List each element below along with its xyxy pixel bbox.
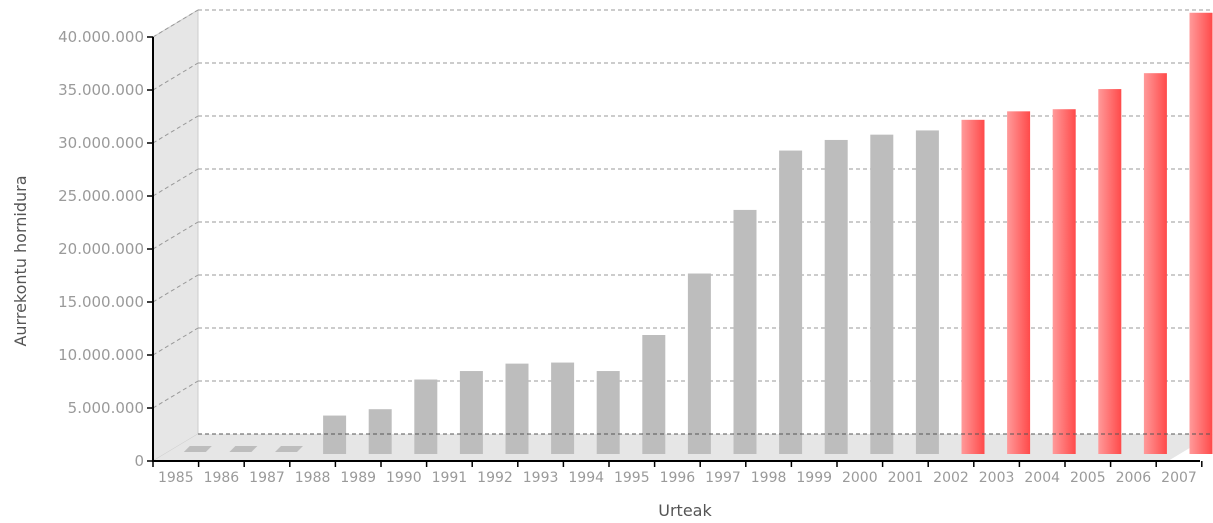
y-tick-label: 10.000.000 xyxy=(58,346,144,364)
bar xyxy=(368,409,392,454)
bar xyxy=(961,119,985,454)
x-tick-label: 2006 xyxy=(1116,470,1152,486)
bar xyxy=(1143,73,1167,455)
x-tick-label: 2000 xyxy=(842,470,878,486)
bar xyxy=(1098,89,1122,454)
x-tick-label: 2002 xyxy=(933,470,969,486)
bar xyxy=(733,209,757,454)
gridline-diagonal xyxy=(152,62,199,91)
y-tick-label: 5.000.000 xyxy=(68,399,144,417)
x-tick-label: 1987 xyxy=(249,470,285,486)
y-tick-label: 40.000.000 xyxy=(58,28,144,46)
y-axis-title: Aurrekontu hornidura xyxy=(11,175,30,346)
x-tick-label: 1992 xyxy=(477,470,513,486)
x-tick-label: 2004 xyxy=(1024,470,1060,486)
gridline-diagonal xyxy=(152,327,199,356)
bars-group xyxy=(183,12,1213,455)
x-tick-label: 1997 xyxy=(705,470,741,486)
x-tick-label: 1986 xyxy=(204,470,240,486)
bar xyxy=(642,335,666,454)
x-tick-label: 1988 xyxy=(295,470,331,486)
x-tick-label: 2007 xyxy=(1161,470,1197,486)
x-axis-title: Urteak xyxy=(658,501,712,520)
bar xyxy=(1007,111,1031,454)
gridline-diagonal xyxy=(152,168,199,197)
y-tick-label: 20.000.000 xyxy=(58,240,144,258)
y-tick-label: 30.000.000 xyxy=(58,134,144,152)
x-tick-label: 1994 xyxy=(568,470,604,486)
bar xyxy=(779,150,803,454)
chart-side-wall xyxy=(152,9,199,462)
x-axis-ticks: 1985 1986 1987 1988 1989 1990 1991 1992 1993 1994… xyxy=(152,461,1203,486)
x-tick-label: 2001 xyxy=(888,470,924,486)
x-tick-label: 1996 xyxy=(660,470,696,486)
bar xyxy=(183,446,212,452)
y-tick-label: 25.000.000 xyxy=(58,187,144,205)
bar xyxy=(505,363,529,454)
x-tick-label: 1989 xyxy=(340,470,376,486)
bar xyxy=(687,273,711,454)
gridline-diagonal xyxy=(152,380,199,409)
x-tick-label: 1993 xyxy=(523,470,559,486)
bar xyxy=(1052,109,1076,454)
x-tick-label: 1998 xyxy=(751,470,787,486)
bar xyxy=(551,362,575,454)
y-tick-label: 35.000.000 xyxy=(58,81,144,99)
x-tick-label: 1990 xyxy=(386,470,422,486)
x-tick-label: 2003 xyxy=(979,470,1015,486)
gridline-diagonal xyxy=(152,115,199,144)
y-axis-ticks: 0 5.000.000 10.000.000 15.000.000 20.000.000… xyxy=(58,28,153,470)
bar xyxy=(1189,12,1213,454)
gridline-diagonal xyxy=(152,221,199,250)
x-tick-label: 2005 xyxy=(1070,470,1106,486)
bar xyxy=(275,446,303,452)
y-tick-label: 0 xyxy=(134,452,144,470)
bar xyxy=(459,371,483,454)
x-tick-label: 1985 xyxy=(158,470,194,486)
bar xyxy=(414,379,438,454)
bar xyxy=(596,371,620,454)
x-tick-label: 1999 xyxy=(796,470,832,486)
y-tick-label: 15.000.000 xyxy=(58,293,144,311)
bar xyxy=(824,139,848,454)
bar xyxy=(323,415,347,454)
x-tick-label: 1995 xyxy=(614,470,650,486)
gridline-diagonal xyxy=(152,9,199,38)
x-tick-label: 1991 xyxy=(432,470,468,486)
gridline-diagonal xyxy=(152,274,199,303)
bar xyxy=(229,446,258,452)
bar xyxy=(915,130,939,455)
bar xyxy=(870,134,894,454)
